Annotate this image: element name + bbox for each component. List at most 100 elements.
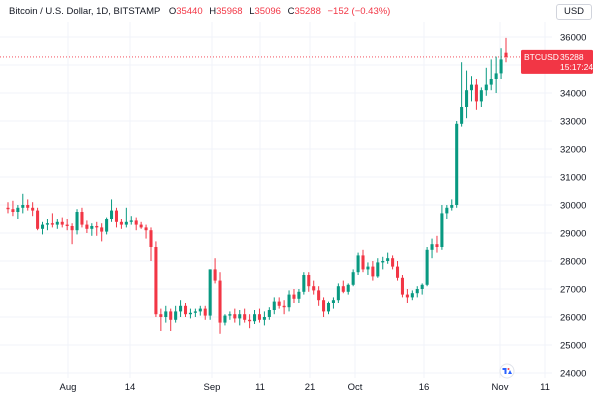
candle [105, 217, 109, 235]
candle [253, 310, 257, 324]
last-price-tag: BTCUSD 35288 15:17:24 [521, 49, 593, 74]
candle-body [479, 90, 483, 102]
candle-body [331, 300, 335, 303]
candle-body [499, 59, 503, 74]
candle-body [386, 258, 390, 261]
price-tag-countdown: 15:17:24 [560, 62, 593, 72]
candle [164, 305, 168, 323]
candle-body [297, 291, 301, 299]
candle-body [504, 52, 508, 57]
candle [100, 223, 104, 242]
candle [469, 76, 474, 102]
candle [248, 314, 252, 329]
candle [277, 297, 281, 309]
x-tick-label: 14 [125, 382, 136, 393]
candle-body [326, 303, 331, 312]
candle-body [465, 90, 469, 107]
candle [45, 219, 49, 231]
candle [410, 290, 414, 301]
x-tick-label: 21 [305, 382, 316, 393]
candle-body [105, 219, 109, 232]
candle [292, 289, 296, 303]
candle-body [149, 230, 153, 247]
candle-body [179, 305, 183, 312]
candle-body [154, 247, 158, 315]
candle-body [395, 266, 400, 278]
candle-body [405, 294, 409, 298]
candle-body [174, 311, 178, 320]
candle-body [361, 255, 365, 270]
candle [450, 199, 454, 211]
candle-body [80, 212, 84, 225]
legend: Bitcoin / U.S. Dollar, 1D, BITSTAMP O354… [9, 6, 390, 17]
candle-body [455, 123, 459, 205]
candle [85, 220, 89, 233]
candle [21, 193, 25, 214]
candle-body [450, 205, 454, 208]
candle [479, 87, 483, 107]
candle-body [114, 210, 119, 222]
candle [366, 262, 370, 275]
candle-body [460, 107, 464, 124]
candle-body [302, 275, 306, 292]
candle [119, 219, 123, 229]
candle-body [218, 280, 222, 323]
low-label: L [249, 6, 254, 17]
candle [50, 213, 54, 228]
tradingview-logo-icon[interactable] [499, 363, 515, 379]
candle-body [415, 289, 419, 294]
candle-body [188, 312, 192, 315]
candle [504, 37, 508, 63]
candle-body [322, 300, 326, 312]
candle-body [144, 227, 148, 231]
candle-body [287, 294, 291, 308]
candle-body [248, 319, 252, 322]
candle-body [208, 269, 212, 316]
candle [489, 59, 493, 91]
candle [336, 283, 340, 303]
x-tick-label: 16 [419, 382, 430, 393]
currency-button[interactable]: USD [556, 4, 592, 20]
candle [243, 308, 247, 323]
candle-body [277, 301, 281, 306]
candle [60, 217, 64, 228]
candle [183, 303, 188, 317]
candle-body [55, 221, 59, 225]
candle-body [70, 226, 74, 231]
candle [223, 314, 227, 326]
candle-body [193, 311, 197, 313]
candle-body [36, 210, 40, 229]
candle-body [6, 207, 10, 210]
candle [361, 249, 365, 273]
candle-body [366, 266, 370, 270]
candle-body [45, 223, 49, 225]
candle [218, 272, 222, 334]
candle-body [90, 226, 94, 229]
candle-body [40, 224, 45, 229]
candle [465, 70, 469, 119]
grid-lines [0, 22, 552, 378]
candle-body [292, 294, 296, 299]
candle-body [420, 284, 424, 289]
price-tag-price: 35288 [560, 52, 584, 62]
svg-text:Bitcoin / U.S. Dollar, 1D, BIT: Bitcoin / U.S. Dollar, 1D, BITSTAMP O354… [9, 6, 390, 17]
candle [440, 205, 444, 250]
candle-body [198, 308, 202, 312]
candle [346, 283, 350, 295]
candle [445, 205, 449, 219]
candle [144, 224, 148, 239]
candle [499, 48, 503, 79]
candle [474, 79, 478, 110]
candle [65, 219, 69, 231]
candle [287, 290, 291, 312]
y-tick-label: 25000 [560, 341, 586, 352]
candle-body [164, 311, 168, 317]
candle [114, 207, 119, 228]
candle [26, 199, 30, 211]
candle [262, 311, 266, 326]
candle [322, 297, 326, 317]
high-value: 35968 [216, 6, 242, 17]
symbol-title: Bitcoin / U.S. Dollar, 1D, BITSTAMP [9, 6, 160, 17]
candle-body [257, 314, 261, 320]
